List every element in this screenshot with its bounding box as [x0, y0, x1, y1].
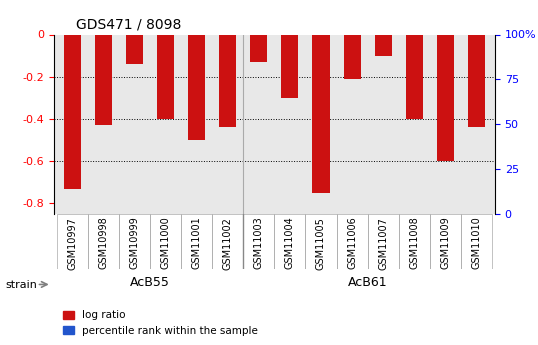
Text: GSM11007: GSM11007 — [378, 217, 388, 269]
Bar — [306, 214, 336, 269]
Bar — [430, 214, 461, 269]
Bar — [213, 214, 243, 269]
Bar — [64, 34, 81, 189]
Bar — [468, 34, 485, 127]
Bar — [119, 214, 150, 269]
Text: strain: strain — [5, 280, 37, 289]
Text: GSM11001: GSM11001 — [192, 217, 202, 269]
Bar — [157, 34, 174, 119]
Legend: log ratio, percentile rank within the sample: log ratio, percentile rank within the sa… — [59, 306, 262, 340]
Text: GSM10997: GSM10997 — [67, 217, 77, 269]
Text: GDS471 / 8098: GDS471 / 8098 — [76, 18, 181, 32]
Text: GSM11002: GSM11002 — [223, 217, 233, 269]
Bar — [367, 214, 399, 269]
Text: GSM11009: GSM11009 — [440, 217, 450, 269]
Bar — [250, 34, 267, 62]
Bar — [437, 34, 454, 161]
Bar — [336, 214, 367, 269]
Text: GSM11000: GSM11000 — [161, 217, 171, 269]
Bar — [461, 214, 492, 269]
Bar — [188, 34, 206, 140]
Bar — [220, 34, 236, 127]
Text: GSM11008: GSM11008 — [409, 217, 419, 269]
Text: GSM10998: GSM10998 — [98, 217, 109, 269]
Text: GSM11004: GSM11004 — [285, 217, 295, 269]
Bar — [313, 34, 329, 193]
Bar — [88, 214, 119, 269]
Bar — [281, 34, 299, 98]
Bar — [243, 214, 274, 269]
Text: GSM11003: GSM11003 — [254, 217, 264, 269]
Bar — [95, 34, 112, 125]
Text: GSM11005: GSM11005 — [316, 217, 326, 269]
Bar — [343, 34, 360, 79]
Text: AcB55: AcB55 — [130, 276, 170, 289]
Bar — [399, 214, 430, 269]
Bar — [274, 214, 306, 269]
Text: GSM11006: GSM11006 — [347, 217, 357, 269]
Text: GSM11010: GSM11010 — [471, 217, 482, 269]
Text: AcB61: AcB61 — [348, 276, 387, 289]
Bar — [406, 34, 423, 119]
Bar — [181, 214, 213, 269]
Bar — [57, 214, 88, 269]
Text: GSM10999: GSM10999 — [130, 217, 139, 269]
Bar — [126, 34, 143, 64]
Bar — [150, 214, 181, 269]
Bar — [374, 34, 392, 56]
